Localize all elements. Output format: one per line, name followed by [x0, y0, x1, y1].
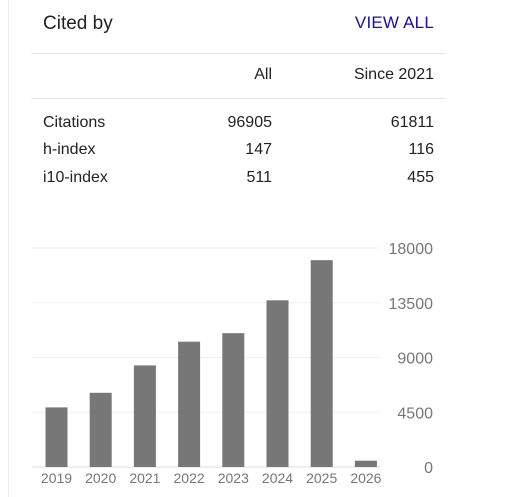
y-tick-label: 0 — [424, 460, 433, 477]
x-tick-label: 2023 — [218, 470, 249, 486]
column-header-since: Since 2021 — [353, 66, 434, 83]
bar-2023[interactable] — [222, 333, 245, 467]
x-tick-label: 2024 — [262, 470, 293, 486]
row-value-since: 116 — [408, 141, 434, 158]
bar-2020[interactable] — [89, 392, 112, 467]
y-tick-label: 18000 — [389, 241, 434, 258]
table-row-i10-index: i10-index 511 455 — [31, 169, 446, 193]
x-tick-label: 2021 — [129, 470, 160, 486]
y-tick-label: 13500 — [389, 296, 434, 313]
row-value-all: 511 — [246, 169, 272, 186]
table-row-h-index: h-index 147 116 — [31, 141, 446, 165]
row-label: i10-index — [43, 169, 108, 186]
y-tick-label: 9000 — [397, 351, 433, 368]
row-value-since: 455 — [407, 169, 434, 186]
x-tick-label: 2025 — [306, 470, 337, 486]
x-tick-label: 2019 — [41, 470, 72, 486]
y-tick-label: 4500 — [397, 405, 433, 422]
row-value-since: 61811 — [390, 114, 434, 131]
table-header-divider — [31, 98, 446, 99]
bar-2019[interactable] — [45, 407, 68, 467]
row-value-all: 96905 — [227, 114, 273, 131]
table-row-citations: Citations 96905 61811 — [31, 114, 446, 138]
bar-2024[interactable] — [266, 300, 289, 467]
column-header-all: All — [254, 66, 272, 83]
bar-2022[interactable] — [178, 341, 201, 467]
left-divider — [8, 0, 9, 497]
x-tick-label: 2026 — [350, 470, 381, 486]
row-value-all: 147 — [245, 141, 272, 158]
bar-2026[interactable] — [354, 460, 377, 467]
x-tick-label: 2020 — [85, 470, 116, 486]
cited-by-title: Cited by — [43, 13, 113, 34]
header-divider — [31, 53, 446, 54]
view-all-link[interactable]: VIEW ALL — [354, 13, 434, 32]
row-label: Citations — [43, 114, 106, 131]
bar-2021[interactable] — [133, 365, 156, 467]
cited-by-card: Cited by VIEW ALL All Since 2021 Citatio… — [31, 0, 446, 497]
bar-2025[interactable] — [310, 260, 333, 467]
x-tick-label: 2022 — [174, 470, 205, 486]
row-label: h-index — [43, 141, 96, 158]
